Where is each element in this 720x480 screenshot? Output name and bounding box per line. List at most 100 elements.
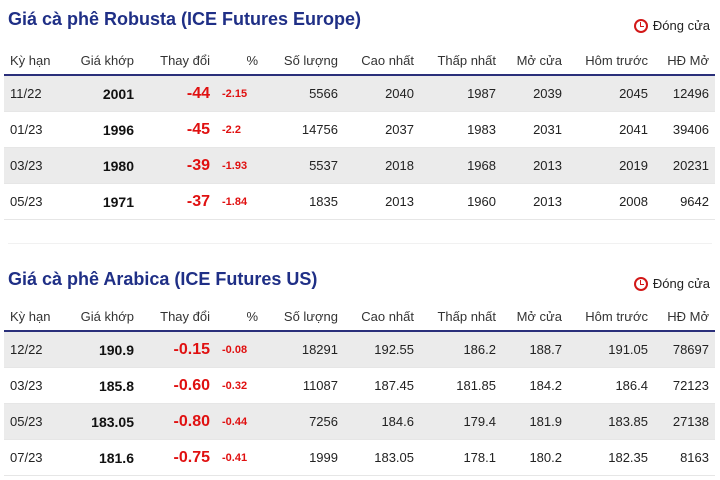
cell-price: 2001 [64,75,140,112]
cell-high: 187.45 [344,367,420,404]
cell-term: 03/23 [4,147,64,184]
cell-volume: 18291 [264,331,344,368]
cell-previous: 2019 [568,147,654,184]
cell-low: 178.1 [420,439,502,476]
col-header-price: Giá khớp [64,302,140,332]
cell-open-interest: 9642 [654,183,715,220]
cell-low: 1960 [420,183,502,220]
clock-icon [633,276,648,291]
table-row: 05/23 1971 -37 -1.84 1835 2013 1960 2013… [4,183,715,220]
cell-term: 12/22 [4,331,64,368]
cell-previous: 2045 [568,75,654,112]
cell-percent: -1.84 [216,183,264,220]
col-header-low: Thấp nhất [420,46,502,76]
table-row: 03/23 1980 -39 -1.93 5537 2018 1968 2013… [4,147,715,184]
cell-volume: 11087 [264,367,344,404]
cell-term: 05/23 [4,403,64,440]
clock-icon [633,18,648,33]
table-row: 05/23 183.05 -0.80 -0.44 7256 184.6 179.… [4,403,715,440]
cell-previous: 183.85 [568,403,654,440]
cell-high: 192.55 [344,331,420,368]
cell-low: 179.4 [420,403,502,440]
col-header-previous: Hôm trước [568,46,654,76]
cell-open: 2031 [502,111,568,148]
cell-change: -39 [140,147,216,184]
cell-price: 183.05 [64,403,140,440]
table-header-row: Kỳ hạn Giá khớp Thay đổi % Số lượng Cao … [4,302,715,332]
table-row: 12/22 190.9 -0.15 -0.08 18291 192.55 186… [4,331,715,368]
cell-open-interest: 78697 [654,331,715,368]
robusta-title: Giá cà phê Robusta (ICE Futures Europe) [8,9,362,29]
arabica-title: Giá cà phê Arabica (ICE Futures US) [8,269,318,289]
cell-volume: 5537 [264,147,344,184]
cell-term: 01/23 [4,111,64,148]
cell-percent: -0.44 [216,403,264,440]
cell-volume: 1835 [264,183,344,220]
cell-open-interest: 20231 [654,147,715,184]
cell-volume: 7256 [264,403,344,440]
robusta-table: Kỳ hạn Giá khớp Thay đổi % Số lượng Cao … [4,46,715,220]
cell-change: -44 [140,75,216,112]
cell-volume: 5566 [264,75,344,112]
cell-high: 184.6 [344,403,420,440]
cell-open: 180.2 [502,439,568,476]
robusta-status-label: Đóng cửa [652,18,710,33]
cell-open-interest: 8163 [654,439,715,476]
arabica-status-label: Đóng cửa [652,276,710,291]
cell-change: -0.60 [140,367,216,404]
section-divider [8,243,712,244]
cell-price: 1996 [64,111,140,148]
cell-price: 190.9 [64,331,140,368]
cell-term: 07/23 [4,439,64,476]
col-header-high: Cao nhất [344,302,420,332]
cell-low: 1987 [420,75,502,112]
cell-percent: -0.08 [216,331,264,368]
cell-percent: -2.15 [216,75,264,112]
cell-previous: 182.35 [568,439,654,476]
cell-previous: 191.05 [568,331,654,368]
arabica-table: Kỳ hạn Giá khớp Thay đổi % Số lượng Cao … [4,302,715,476]
col-header-high: Cao nhất [344,46,420,76]
col-header-percent: % [216,46,264,76]
cell-volume: 14756 [264,111,344,148]
cell-price: 181.6 [64,439,140,476]
cell-change: -0.80 [140,403,216,440]
cell-open-interest: 39406 [654,111,715,148]
col-header-previous: Hôm trước [568,302,654,332]
col-header-term: Kỳ hạn [4,46,64,76]
cell-high: 2040 [344,75,420,112]
cell-previous: 2008 [568,183,654,220]
cell-open: 188.7 [502,331,568,368]
col-header-term: Kỳ hạn [4,302,64,332]
table-row: 11/22 2001 -44 -2.15 5566 2040 1987 2039… [4,75,715,112]
robusta-status: Đóng cửa [633,18,710,33]
cell-previous: 2041 [568,111,654,148]
cell-open: 2013 [502,147,568,184]
cell-change: -0.75 [140,439,216,476]
table-row: 07/23 181.6 -0.75 -0.41 1999 183.05 178.… [4,439,715,476]
cell-low: 1983 [420,111,502,148]
col-header-open-interest: HĐ Mở [654,302,715,332]
cell-low: 1968 [420,147,502,184]
cell-open: 2013 [502,183,568,220]
cell-term: 05/23 [4,183,64,220]
cell-percent: -0.41 [216,439,264,476]
cell-high: 2037 [344,111,420,148]
col-header-volume: Số lượng [264,302,344,332]
cell-open-interest: 27138 [654,403,715,440]
cell-price: 1980 [64,147,140,184]
cell-change: -37 [140,183,216,220]
cell-low: 186.2 [420,331,502,368]
col-header-open: Mở cửa [502,302,568,332]
table-header-row: Kỳ hạn Giá khớp Thay đổi % Số lượng Cao … [4,46,715,76]
cell-price: 1971 [64,183,140,220]
col-header-price: Giá khớp [64,46,140,76]
col-header-open-interest: HĐ Mở [654,46,715,76]
cell-change: -0.15 [140,331,216,368]
col-header-volume: Số lượng [264,46,344,76]
cell-term: 11/22 [4,75,64,112]
col-header-change: Thay đổi [140,46,216,76]
cell-percent: -1.93 [216,147,264,184]
cell-percent: -0.32 [216,367,264,404]
cell-high: 183.05 [344,439,420,476]
